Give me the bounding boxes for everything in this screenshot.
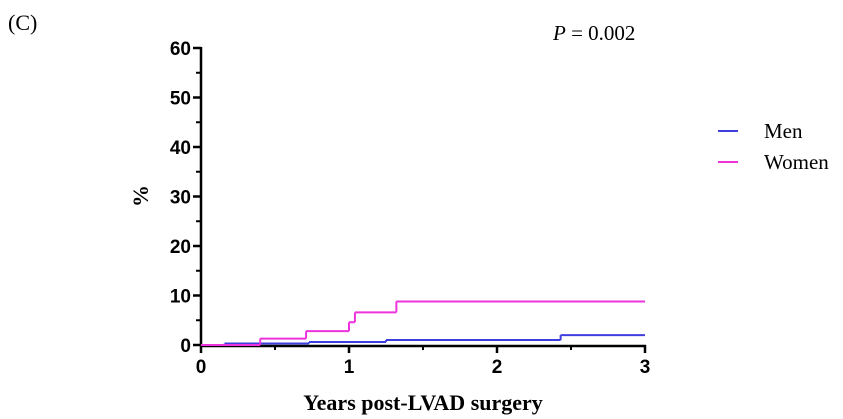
y-tick-label: 30 xyxy=(170,188,191,209)
panel-label: (C) xyxy=(8,10,37,35)
legend-label: Men xyxy=(764,119,803,143)
x-axis-label: Years post-LVAD surgery xyxy=(303,390,543,415)
y-axis-label: % xyxy=(128,185,153,207)
y-tick-label: 10 xyxy=(170,287,191,308)
y-tick-label: 20 xyxy=(170,237,191,258)
p-symbol: P xyxy=(552,21,566,45)
x-tick-label: 1 xyxy=(344,357,355,378)
p-value: P = 0.002 xyxy=(552,21,635,45)
y-tick-label: 0 xyxy=(180,336,191,357)
p-text: = 0.002 xyxy=(566,21,636,45)
x-tick-label: 2 xyxy=(492,357,503,378)
y-tick-label: 60 xyxy=(170,39,191,60)
y-tick-label: 40 xyxy=(170,138,191,159)
legend-label: Women xyxy=(764,150,829,174)
x-tick-label: 0 xyxy=(196,357,207,378)
y-tick-label: 50 xyxy=(170,89,191,110)
x-tick-label: 3 xyxy=(640,357,651,378)
